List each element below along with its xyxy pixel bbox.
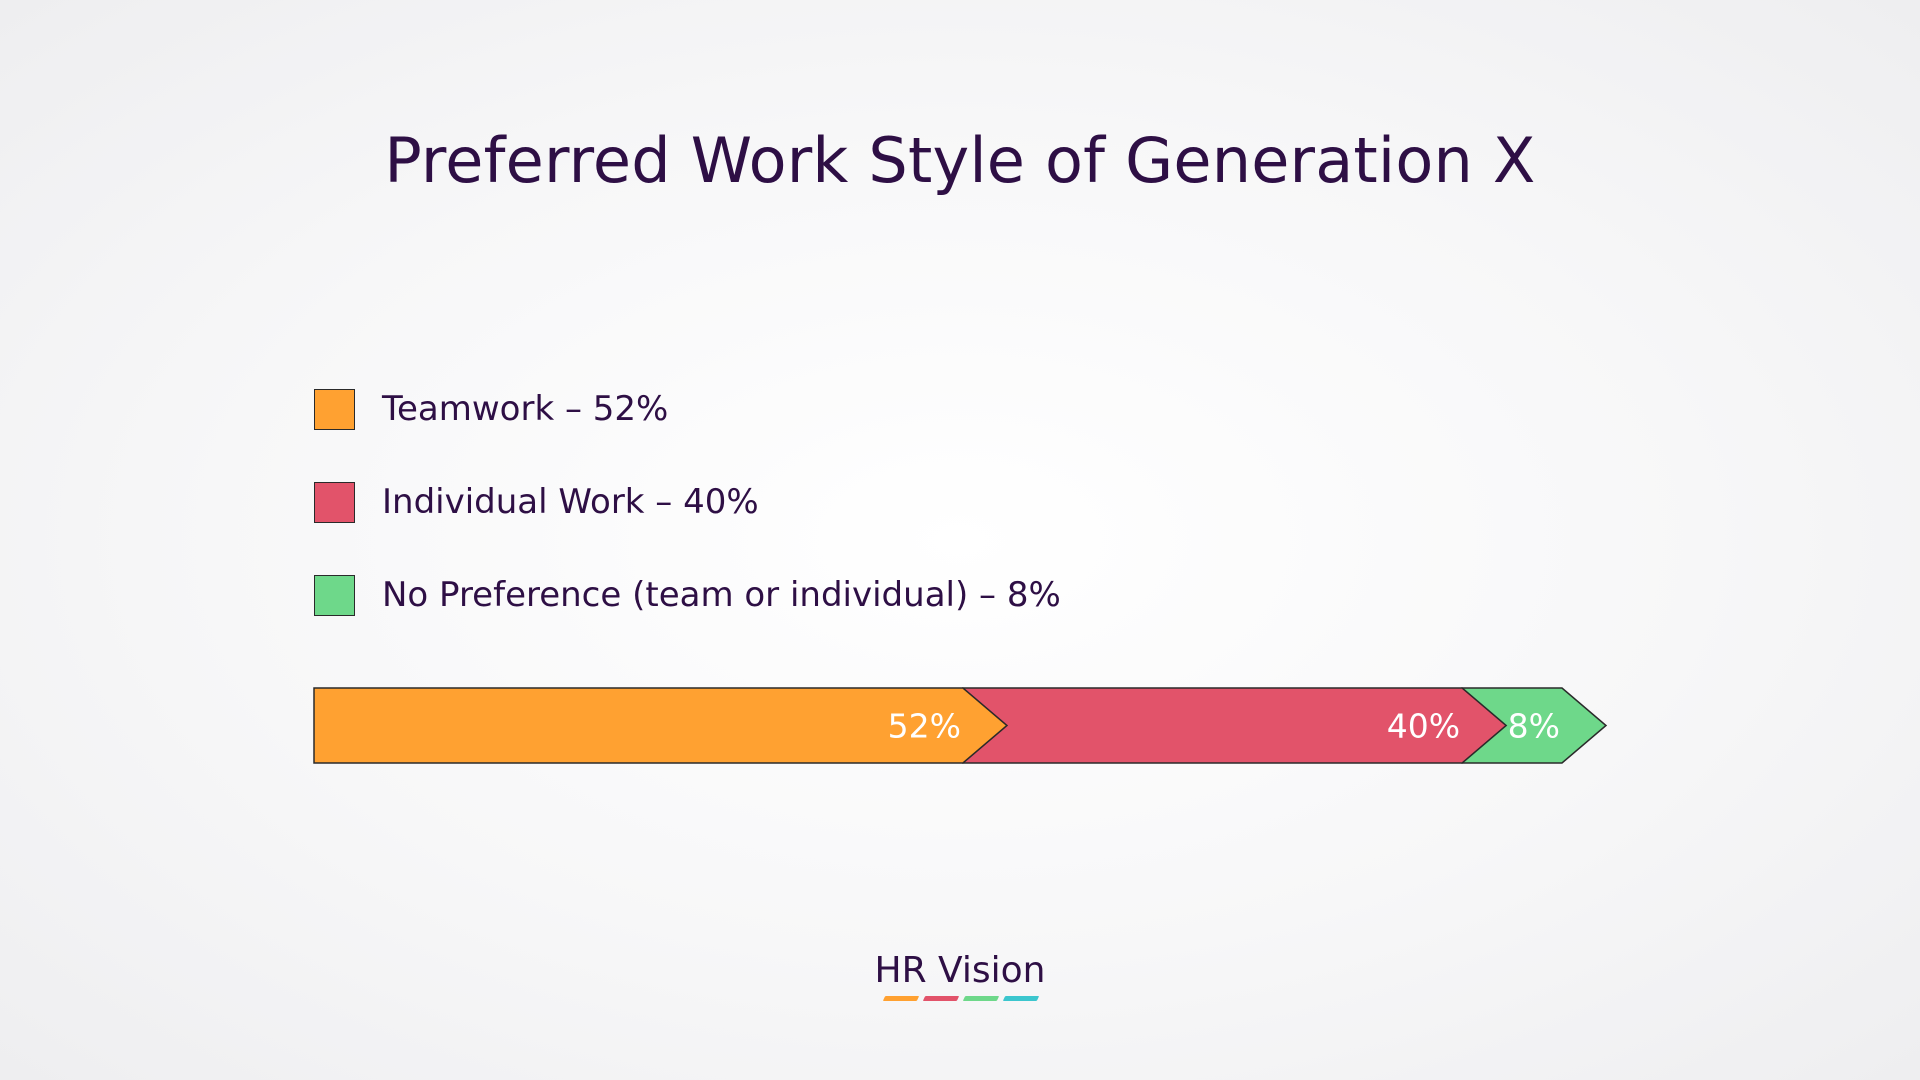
legend-item-teamwork: Teamwork – 52% <box>314 389 1214 433</box>
logo-dashes <box>880 996 1040 1004</box>
legend-item-individual-work: Individual Work – 40% <box>314 482 1214 526</box>
bar-segment-teamwork <box>313 687 1009 764</box>
legend-swatch-individual-work <box>314 482 355 523</box>
legend-swatch-no-preference <box>314 575 355 616</box>
logo: HR Vision <box>860 948 1060 1004</box>
logo-dash <box>1002 996 1040 1001</box>
data-label-no-preference: 8% <box>1508 707 1560 746</box>
legend-item-no-preference: No Preference (team or individual) – 8% <box>314 575 1214 619</box>
logo-text: HR Vision <box>874 950 1046 991</box>
legend-label-individual-work: Individual Work – 40% <box>382 482 759 522</box>
legend-label-no-preference: No Preference (team or individual) – 8% <box>382 575 1061 615</box>
logo-dash <box>882 996 920 1001</box>
legend-swatch-teamwork <box>314 389 355 430</box>
data-label-teamwork: 52% <box>888 707 961 746</box>
logo-dash <box>922 996 960 1001</box>
legend-label-teamwork: Teamwork – 52% <box>382 389 669 429</box>
logo-dash <box>962 996 1000 1001</box>
chart-title: Preferred Work Style of Generation X <box>384 124 1536 197</box>
data-label-individual-work: 40% <box>1387 707 1460 746</box>
